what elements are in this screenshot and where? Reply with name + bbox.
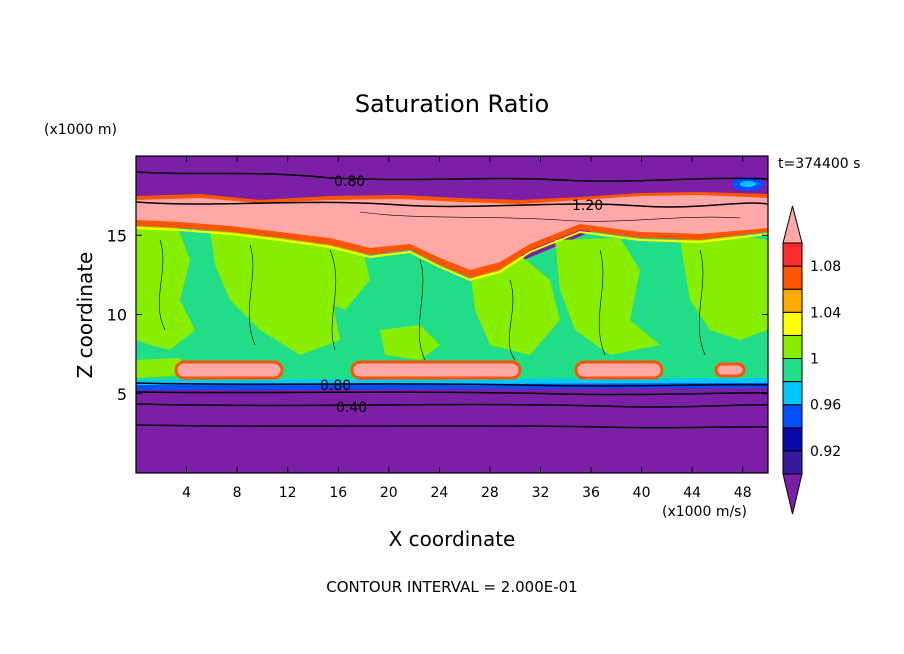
- contour-lines: [136, 171, 768, 429]
- contour-label: 0.80: [334, 174, 365, 190]
- x-tick-label: 36: [582, 485, 600, 501]
- y-tick-label: 5: [117, 385, 127, 404]
- x-axis-label: X coordinate: [389, 527, 516, 551]
- colorbar-label: 0.96: [810, 398, 841, 414]
- colorbar-swatch: [782, 404, 803, 429]
- colorbar-swatch: [782, 288, 803, 313]
- field-upper-supersaturated: [136, 195, 768, 270]
- contour-interval-footer: CONTOUR INTERVAL = 2.000E-01: [326, 578, 577, 596]
- x-tick-label: 48: [734, 485, 752, 501]
- colorbar-label: 0.92: [810, 444, 841, 460]
- contour-lines-fine: [158, 211, 741, 361]
- x-tick-label: 32: [532, 485, 550, 501]
- y-tick-label: 10: [107, 306, 127, 325]
- field-green-patches: [136, 220, 768, 378]
- x-tick-label: 44: [683, 485, 701, 501]
- x-axis-ticks: 4 8 12 16 20 24 28 32 36 40 44 48: [182, 156, 752, 501]
- y-axis-ticks: 5 10 15: [107, 226, 768, 404]
- colorbar-swatch: [782, 450, 803, 475]
- plot-area: 0.80 1.20 0.80 0.40: [136, 156, 768, 473]
- x-unit-label: (x1000 m/s): [662, 504, 747, 520]
- colorbar-swatch: [782, 311, 803, 336]
- x-tick-label: 16: [329, 485, 347, 501]
- colorbar-swatch: [782, 205, 803, 244]
- contour-label: 1.20: [572, 198, 603, 214]
- field-top-right-blob-core: [740, 181, 756, 187]
- y-unit-label: (x1000 m): [44, 122, 117, 138]
- chart-title: Saturation Ratio: [355, 90, 549, 118]
- x-tick-label: 40: [633, 485, 651, 501]
- time-label: t=374400 s: [778, 156, 860, 172]
- colorbar-swatch: [782, 242, 803, 267]
- colorbar-swatch: [782, 265, 803, 290]
- contour-label: 0.40: [336, 400, 367, 416]
- colorbar-swatch: [782, 427, 803, 452]
- y-axis-label: Z coordinate: [73, 252, 97, 379]
- y-tick-label: 15: [107, 226, 127, 245]
- colorbar-label: 1: [810, 352, 819, 368]
- x-tick-label: 12: [279, 485, 297, 501]
- colorbar-swatch: [782, 381, 803, 406]
- field-lower-pods: [174, 360, 746, 380]
- x-tick-label: 24: [430, 485, 448, 501]
- colorbar-swatch: [782, 473, 803, 515]
- colorbar-swatch: [782, 358, 803, 383]
- x-tick-label: 20: [380, 485, 398, 501]
- x-tick-label: 8: [233, 485, 242, 501]
- contour-label: 0.80: [320, 378, 351, 394]
- x-tick-label: 4: [182, 485, 191, 501]
- colorbar: 1.08 1.04 1 0.96 0.92: [782, 205, 841, 515]
- colorbar-swatch: [782, 334, 803, 359]
- colorbar-label: 1.08: [810, 259, 841, 275]
- colorbar-label: 1.04: [810, 305, 841, 321]
- x-tick-label: 28: [481, 485, 499, 501]
- field-upper-yellow-fringe: [136, 227, 768, 282]
